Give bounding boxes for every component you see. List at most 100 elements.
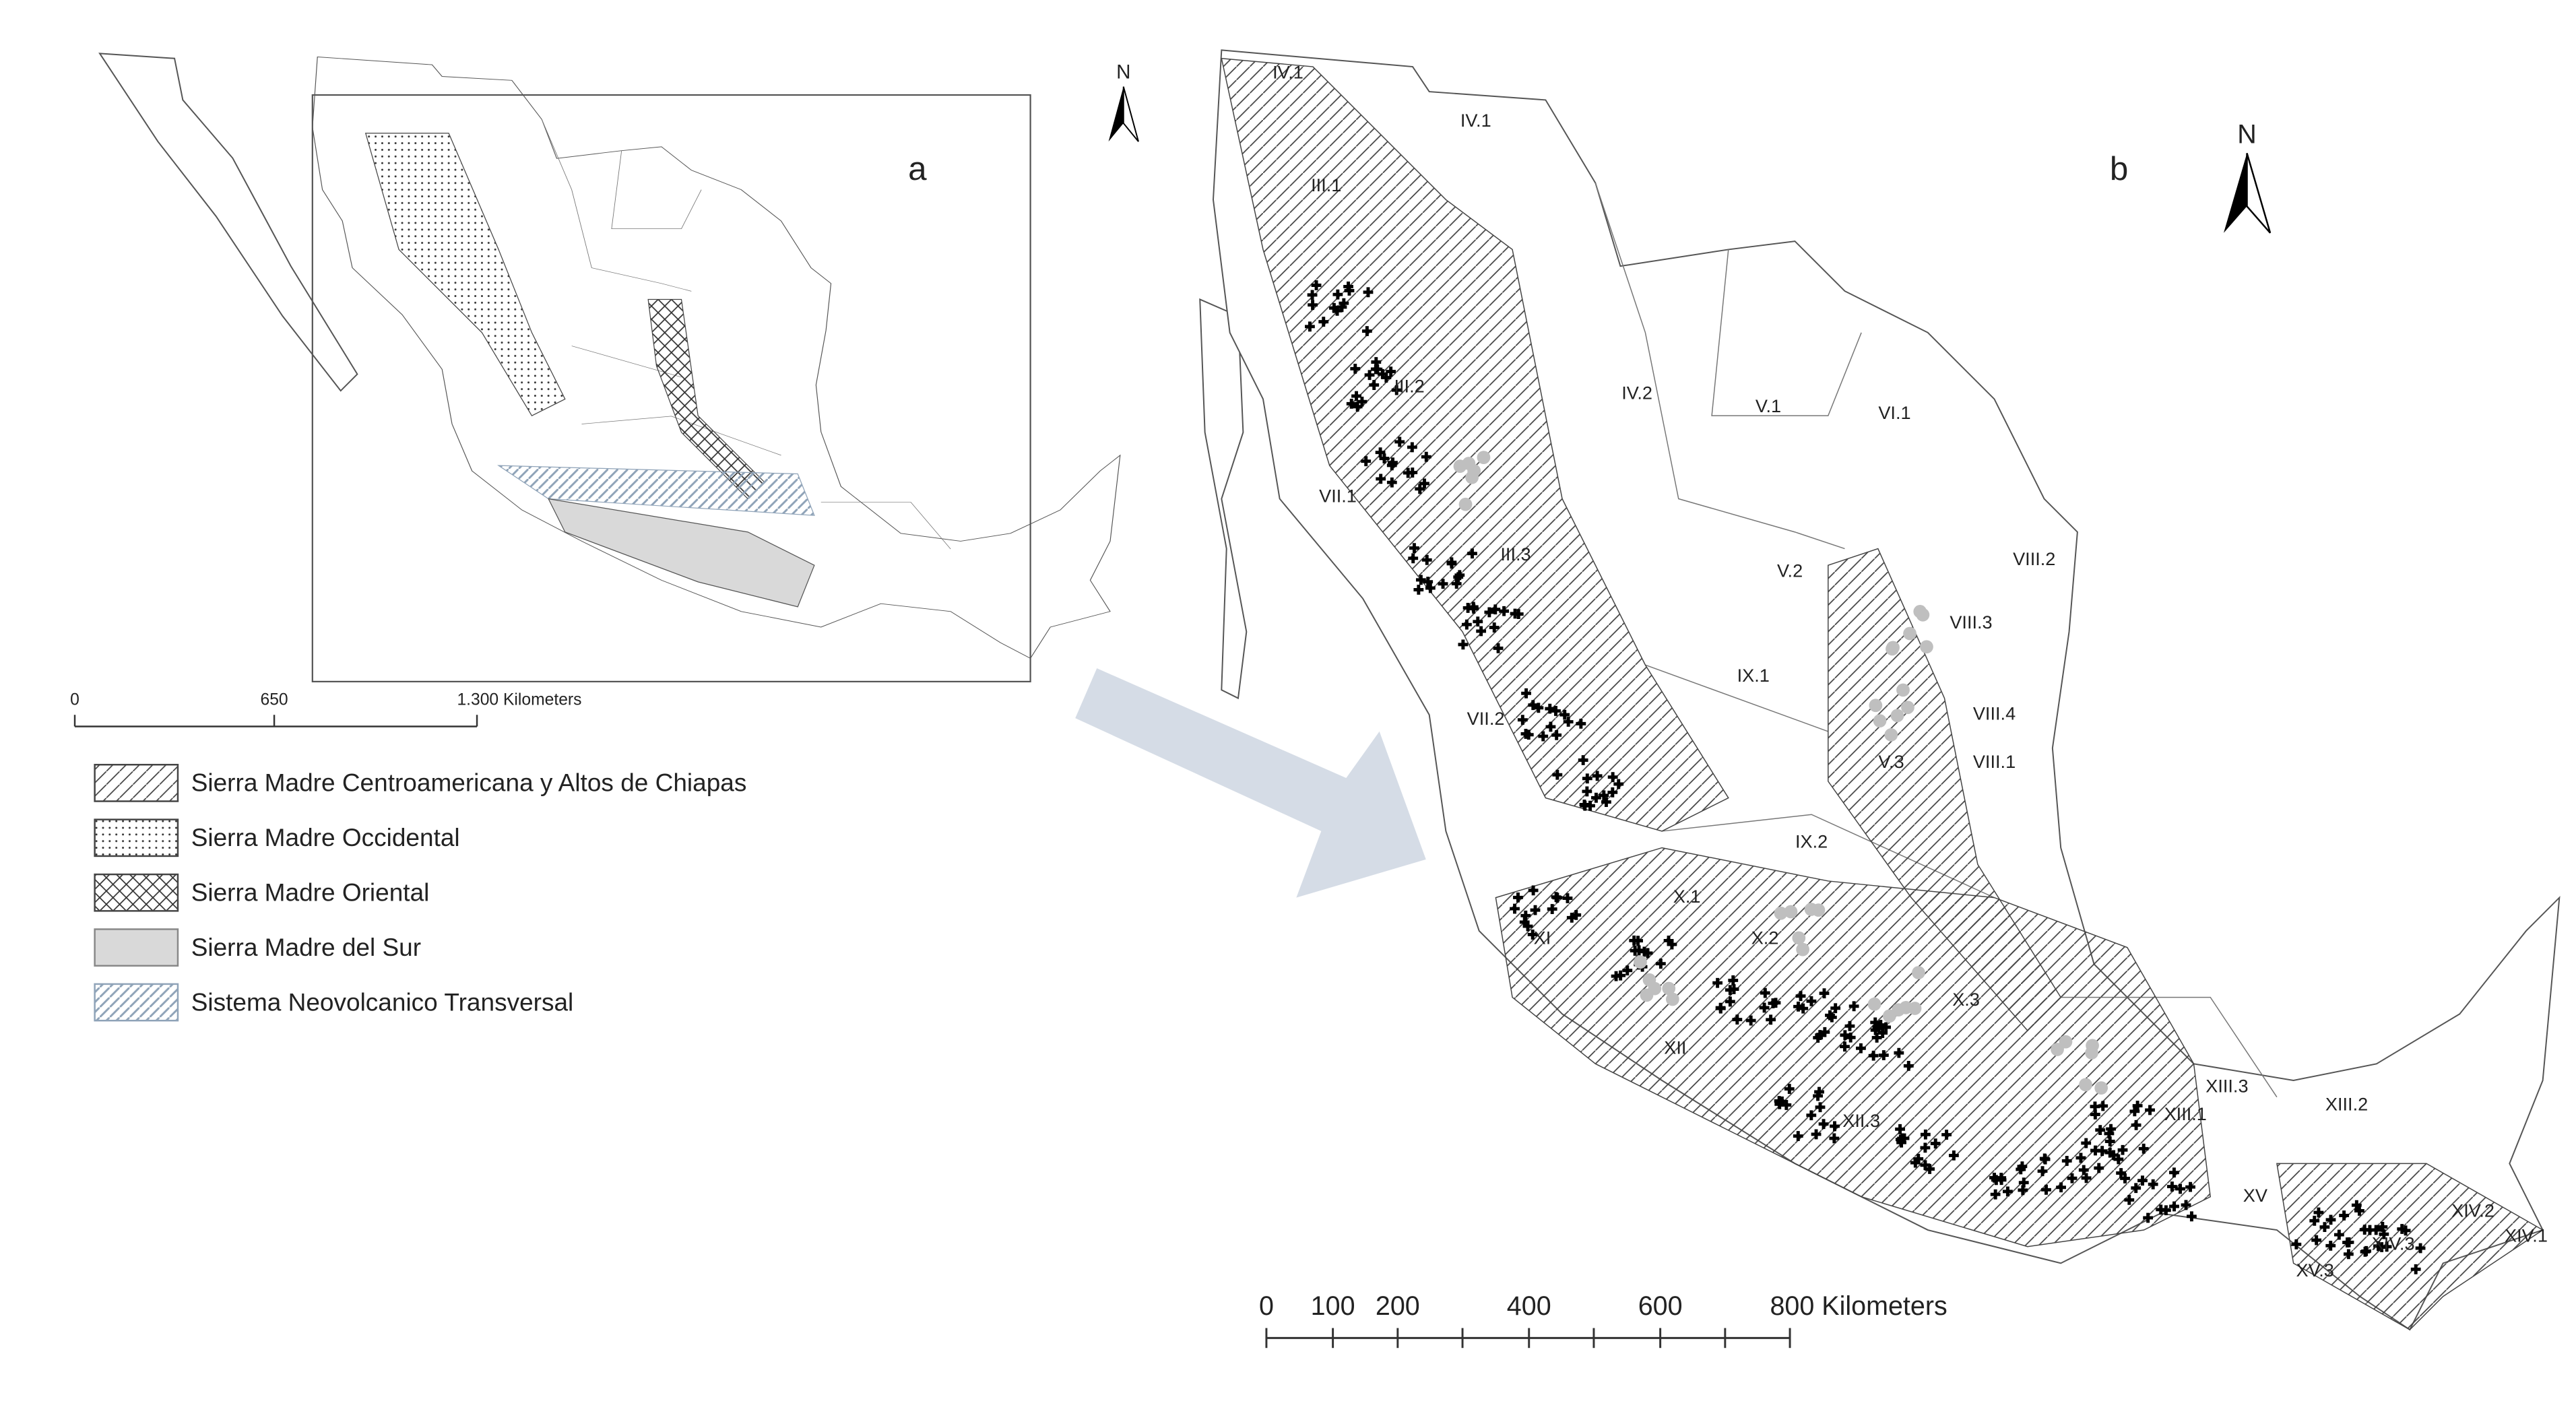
occurrence-point: [2040, 1154, 2051, 1165]
occurrence-point-grey: [1873, 714, 1887, 728]
legend-swatch: [94, 873, 179, 912]
occurrence-point: [1386, 477, 1397, 488]
occurrence-point: [2131, 1183, 2142, 1194]
occurrence-point: [1528, 885, 1539, 896]
occurrence-point: [1930, 1138, 1941, 1149]
occurrence-point: [1346, 398, 1357, 409]
occurrence-point: [2016, 1164, 2026, 1175]
occurrence-point: [1580, 800, 1590, 811]
occurrence-point: [1311, 280, 1322, 290]
occurrence-point: [1818, 1119, 1829, 1130]
panel-label: b: [2110, 150, 2128, 187]
occurrence-point: [1361, 456, 1372, 467]
occurrence-point-grey: [1899, 1000, 1913, 1014]
occurrence-point: [2291, 1239, 2302, 1250]
occurrence-point: [1305, 321, 1315, 332]
occurrence-point-grey: [1890, 709, 1904, 723]
occurrence-point: [1868, 1050, 1879, 1061]
occurrence-point: [1361, 326, 1372, 336]
region-label: VIII.2: [2013, 548, 2055, 569]
inset-frame: [311, 94, 1031, 683]
occurrence-point: [1760, 987, 1770, 998]
occurrence-point: [1991, 1175, 2001, 1186]
occurrence-point: [1793, 1131, 1803, 1141]
occurrence-point: [1369, 380, 1380, 390]
occurrence-point: [1845, 1032, 1856, 1043]
occurrence-point: [1766, 1014, 1776, 1025]
occurrence-point: [1318, 317, 1329, 327]
occurrence-point: [1421, 554, 1432, 565]
occurrence-point-grey: [1884, 728, 1898, 742]
region-label: X.2: [1751, 928, 1779, 948]
occurrence-point: [1407, 467, 1418, 478]
occurrence-point: [2410, 1264, 2421, 1274]
region-label: IV.2: [1621, 382, 1652, 403]
region-label: XIII.1: [2164, 1103, 2207, 1124]
occurrence-point: [2108, 1150, 2119, 1161]
occurrence-point: [1913, 1154, 1924, 1164]
region-label: X.1: [1673, 886, 1701, 907]
north-arrow: N: [2223, 120, 2272, 234]
occurrence-point: [2116, 1168, 2127, 1178]
legend-label: Sierra Madre Occidental: [191, 824, 460, 851]
occurrence-point: [1566, 912, 1577, 923]
region-label: XIV.1: [2505, 1225, 2548, 1245]
occurrence-point: [1350, 363, 1361, 374]
occurrence-point: [1820, 1027, 1830, 1037]
region-label: VI.1: [1878, 402, 1910, 423]
occurrence-point: [1493, 643, 1504, 653]
occurrence-point: [1527, 930, 1538, 940]
region-label: V.1: [1756, 395, 1781, 416]
region-label: XIII.3: [2205, 1075, 2248, 1096]
occurrence-point: [2185, 1181, 2195, 1192]
occurrence-point: [1830, 1003, 1841, 1014]
occurrence-point: [2313, 1207, 2324, 1218]
legend-swatch: [94, 928, 179, 967]
legend-swatch: [94, 983, 179, 1022]
occurrence-point: [1419, 478, 1429, 489]
legend: Sierra Madre Centroamericana y Altos de …: [94, 764, 746, 1022]
occurrence-point: [2081, 1173, 2092, 1183]
occurrence-point: [1607, 787, 1618, 798]
occurrence-point: [1545, 721, 1556, 732]
occurrence-point: [1386, 366, 1396, 377]
occurrence-point: [2359, 1225, 2370, 1235]
region-label: XIII.2: [2325, 1093, 2368, 1114]
occurrence-point: [1881, 1022, 1892, 1033]
scale-label: 600: [1638, 1291, 1683, 1321]
occurrence-point: [2067, 1173, 2078, 1183]
occurrence-point: [1813, 1091, 1823, 1101]
north-label: N: [1116, 61, 1130, 83]
occurrence-point: [1770, 998, 1781, 1008]
occurrence-point: [2325, 1240, 2336, 1251]
occurrence-point: [1376, 474, 1386, 484]
occurrence-point: [1391, 385, 1402, 395]
occurrence-point: [1599, 790, 1609, 801]
occurrence-point: [1562, 893, 1573, 903]
occurrence-point-grey: [1792, 931, 1806, 945]
occurrence-point: [1576, 718, 1586, 729]
occurrence-point: [1871, 1033, 1882, 1043]
occurrence-point: [1856, 1043, 1866, 1053]
region-label: VII.2: [1467, 708, 1505, 729]
occurrence-point: [1811, 1129, 1822, 1140]
panel-label: a: [908, 150, 927, 187]
region-label: IV.1: [1460, 110, 1491, 131]
occurrence-point-grey: [1882, 1009, 1896, 1023]
occurrence-point: [1451, 579, 1462, 589]
scale-label: 200: [1376, 1291, 1420, 1321]
occurrence-point: [1732, 1014, 1743, 1025]
occurrence-point: [2397, 1224, 2408, 1234]
occurrence-point-grey: [1648, 981, 1662, 996]
region-label: VII.1: [1319, 485, 1357, 506]
occurrence-point: [1423, 577, 1434, 587]
occurrence-point-grey: [1867, 997, 1881, 1011]
north-arrow: N: [1108, 61, 1139, 142]
occurrence-point-grey: [1662, 981, 1676, 996]
occurrence-point: [2325, 1214, 2336, 1225]
region-label: XV: [2243, 1185, 2267, 1206]
occurrence-point: [1941, 1130, 1952, 1140]
region-label: III.3: [1500, 544, 1531, 564]
occurrence-point: [2351, 1200, 2362, 1210]
